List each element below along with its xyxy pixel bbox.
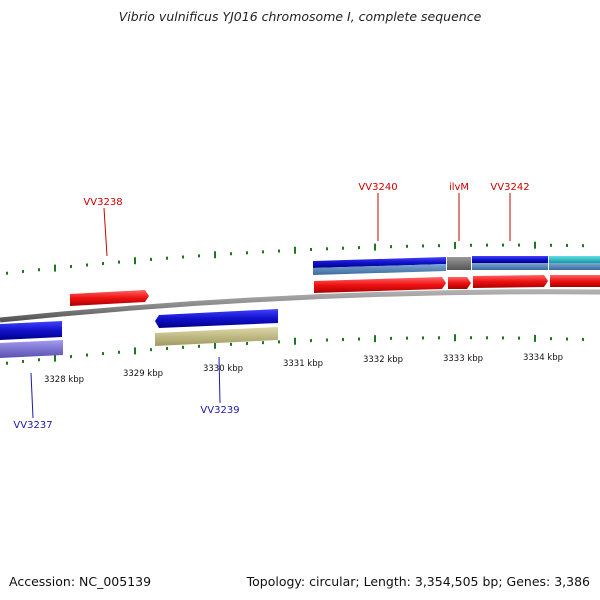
cds-vv3242-subfeature[interactable] — [472, 263, 548, 270]
vv3237-leader-line — [30, 372, 34, 419]
cds-vv3240-feature[interactable] — [313, 257, 446, 268]
vv3239-leader-line — [218, 356, 221, 404]
scale-label-3332-kbp: 3332 kbp — [363, 355, 403, 365]
upper-tick-track — [6, 241, 584, 275]
gene-vv3237-feature[interactable] — [0, 321, 62, 340]
ilvm-feature[interactable] — [447, 257, 471, 270]
gene-vv3237-subfeature[interactable] — [0, 340, 63, 358]
cds-vv3242-feature[interactable] — [472, 256, 548, 263]
scale-label-3334-kbp: 3334 kbp — [523, 353, 563, 363]
scale-label-3329-kbp: 3329 kbp — [123, 369, 163, 379]
gene-next-forward-arrow[interactable] — [550, 275, 600, 287]
scale-label-3328-kbp: 3328 kbp — [44, 375, 84, 385]
gene-label-vv3238[interactable]: VV3238 — [83, 197, 122, 208]
gene-label-vv3237[interactable]: VV3237 — [13, 420, 52, 431]
gene-vv3239-arrow[interactable] — [155, 309, 278, 328]
gene-label-vv3240[interactable]: VV3240 — [358, 182, 397, 193]
topology-summary-text: Topology: circular; Length: 3,354,505 bp… — [246, 574, 590, 589]
map-title: Vibrio vulnificus YJ016 chromosome I, co… — [118, 9, 482, 24]
scale-label-3331-kbp: 3331 kbp — [283, 359, 323, 369]
gene-label-vv3239[interactable]: VV3239 — [200, 405, 239, 416]
vv3238-leader-line — [103, 207, 108, 257]
cyan-feature[interactable] — [549, 256, 600, 263]
lower-tick-track — [6, 334, 584, 365]
scale-label-3330-kbp: 3330 kbp — [203, 364, 243, 374]
gene-vv3239-subfeature[interactable] — [155, 327, 278, 346]
gene-label-vv3242[interactable]: VV3242 — [490, 182, 529, 193]
sequence-backbone — [0, 289, 600, 323]
gene-label-ilvm[interactable]: ilvM — [449, 182, 469, 193]
gene-vv3238-arrow[interactable] — [70, 290, 149, 306]
cyan-subfeature[interactable] — [549, 263, 600, 270]
cds-vv3240-subfeature[interactable] — [313, 264, 446, 275]
gene-vv3240-arrow[interactable] — [314, 277, 446, 293]
accession-text: Accession: NC_005139 — [9, 574, 152, 589]
gene-vv3242-arrow[interactable] — [473, 275, 548, 288]
gene-ilvm-arrow[interactable] — [448, 277, 471, 289]
scale-label-3333-kbp: 3333 kbp — [443, 354, 483, 364]
